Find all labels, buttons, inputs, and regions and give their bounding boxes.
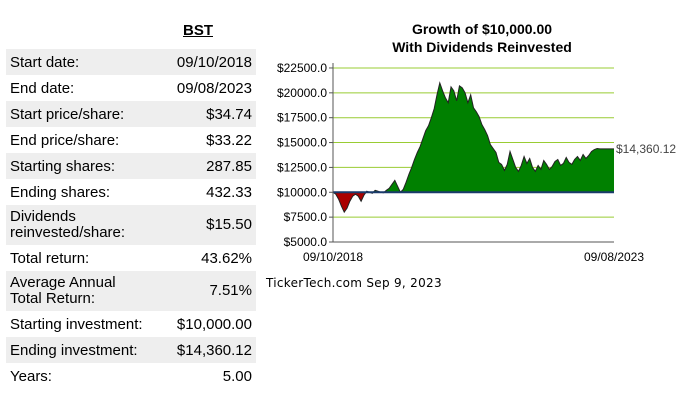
stat-value: 7.51% <box>163 271 256 311</box>
stat-label: Average Annual Total Return: <box>6 271 164 311</box>
growth-chart: $5000.0 $7500.0 $10000.0 $12500.0 $15000.0 $1… <box>277 61 676 264</box>
chart-title-line1: Growth of $10,000.00 <box>411 21 553 37</box>
x-tick-label: 09/08/2023 <box>584 250 644 264</box>
end-value-label: $14,360.12 <box>616 142 676 156</box>
stats-row: Years: 5.00 <box>6 363 256 389</box>
y-tick-label: $12500.0 <box>277 160 327 174</box>
y-tick-label: $15000.0 <box>277 136 327 150</box>
stat-value: 287.85 <box>163 153 256 179</box>
stat-label: Ending investment: <box>6 337 164 363</box>
stats-row: End date: 09/08/2023 <box>6 75 256 101</box>
chart-title-line2: With Dividends Reinvested <box>392 39 572 55</box>
stats-table: Start date: 09/10/2018 End date: 09/08/2023… <box>6 49 256 389</box>
y-tick-label: $22500.0 <box>277 61 327 75</box>
stats-row: Starting shares: 287.85 <box>6 153 256 179</box>
stat-label: Starting shares: <box>6 153 164 179</box>
stat-value: $14,360.12 <box>163 337 256 363</box>
stat-label: Total return: <box>6 245 164 271</box>
stat-label: Starting investment: <box>6 311 164 337</box>
stats-row: Average Annual Total Return: 7.51% <box>6 271 256 311</box>
stats-row: Start price/share: $34.74 <box>6 101 256 127</box>
chart-title: Growth of $10,000.00 With Dividends Rein… <box>332 20 632 56</box>
ticker-symbol[interactable]: BST <box>140 22 256 40</box>
y-tick-label: $20000.0 <box>277 86 327 100</box>
stats-row: Total return: 43.62% <box>6 245 256 271</box>
x-tick-label: 09/10/2018 <box>303 250 363 264</box>
stat-value: 5.00 <box>163 363 256 389</box>
stat-value: 432.33 <box>163 179 256 205</box>
y-tick-label: $10000.0 <box>277 185 327 199</box>
area-above-baseline <box>333 82 614 193</box>
stats-row: Ending shares: 432.33 <box>6 179 256 205</box>
y-tick-label: $7500.0 <box>284 210 328 224</box>
stats-row: Starting investment: $10,000.00 <box>6 311 256 337</box>
stats-row: Ending investment: $14,360.12 <box>6 337 256 363</box>
y-tick-label: $5000.0 <box>284 235 328 249</box>
stat-value: 09/10/2018 <box>163 49 256 75</box>
y-tick-label: $17500.0 <box>277 111 327 125</box>
ticker-label[interactable]: BST <box>183 22 213 39</box>
stats-row: Dividends reinvested/share: $15.50 <box>6 205 256 245</box>
stat-label: Dividends reinvested/share: <box>6 205 164 245</box>
stat-value: $34.74 <box>163 101 256 127</box>
stat-label: Years: <box>6 363 164 389</box>
stat-value: $33.22 <box>163 127 256 153</box>
stat-value: 43.62% <box>163 245 256 271</box>
stat-value: $15.50 <box>163 205 256 245</box>
stats-row: End price/share: $33.22 <box>6 127 256 153</box>
chart-credit: TickerTech.com Sep 9, 2023 <box>266 276 442 290</box>
area-below-baseline <box>333 192 614 213</box>
stat-label: End date: <box>6 75 164 101</box>
stat-label: Ending shares: <box>6 179 164 205</box>
stat-value: $10,000.00 <box>163 311 256 337</box>
stat-label: Start date: <box>6 49 164 75</box>
stat-label: Start price/share: <box>6 101 164 127</box>
stat-value: 09/08/2023 <box>163 75 256 101</box>
stat-label: End price/share: <box>6 127 164 153</box>
stats-row: Start date: 09/10/2018 <box>6 49 256 75</box>
